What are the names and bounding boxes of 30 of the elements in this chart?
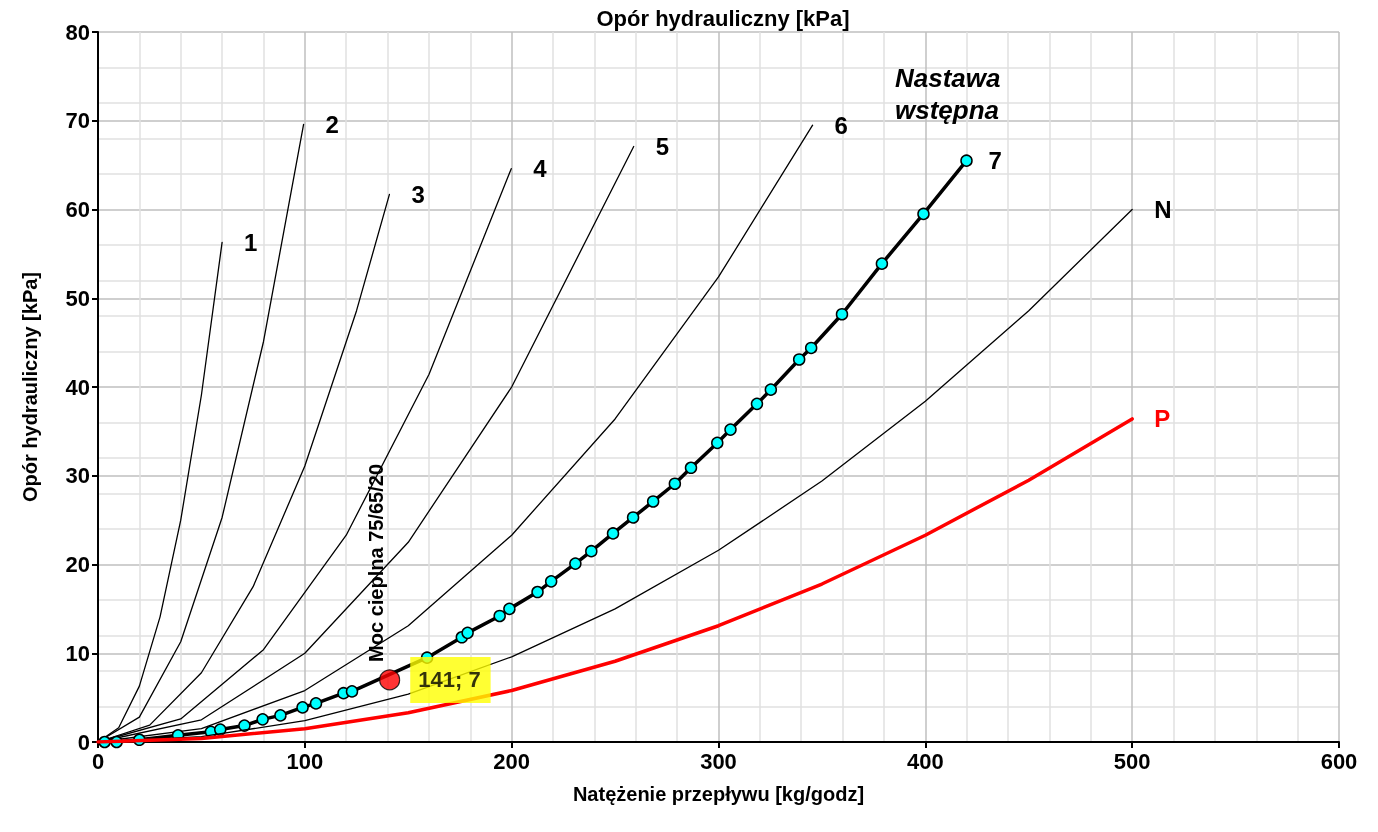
chart-title: Opór hydrauliczny [kPa] [596,5,850,31]
series-label: 5 [655,132,670,160]
annotation: Moc cieplna 75/65/20 [364,463,387,662]
series-label: N [1154,196,1172,223]
series-label: 4 [533,155,548,183]
y-tick-label: 40 [65,374,90,400]
y-tick-label: 50 [65,285,90,311]
x-tick-label: 300 [700,748,737,774]
series-label: 1 [244,228,258,256]
x-tick-label: 400 [906,748,944,774]
annotation: Nastawa wstępna [895,63,1008,125]
x-tick-label: 600 [1320,748,1358,774]
series-label: 2 [325,110,339,138]
y-tick-label: 20 [65,552,90,577]
x-tick-label: 100 [286,748,324,774]
y-tick-label: 70 [65,108,90,134]
y-tick-label: 0 [77,729,90,755]
y-tick-label: 60 [65,197,90,222]
x-axis-title: Natężenie przepływu [kg/godz] [572,783,865,805]
y-axis-title: Opór hydrauliczny [kPa] [19,271,41,503]
series-label: P [1154,405,1171,433]
x-tick-label: 200 [493,748,531,774]
data-label: 141; 7 [418,667,481,693]
x-tick-label: 500 [1113,748,1151,774]
y-tick-label: 10 [65,640,90,666]
series-label: 3 [411,180,425,208]
series-label: 6 [834,111,848,139]
series-label: 7 [988,147,1002,175]
y-tick-label: 30 [65,463,90,489]
y-tick-label: 80 [65,19,90,45]
